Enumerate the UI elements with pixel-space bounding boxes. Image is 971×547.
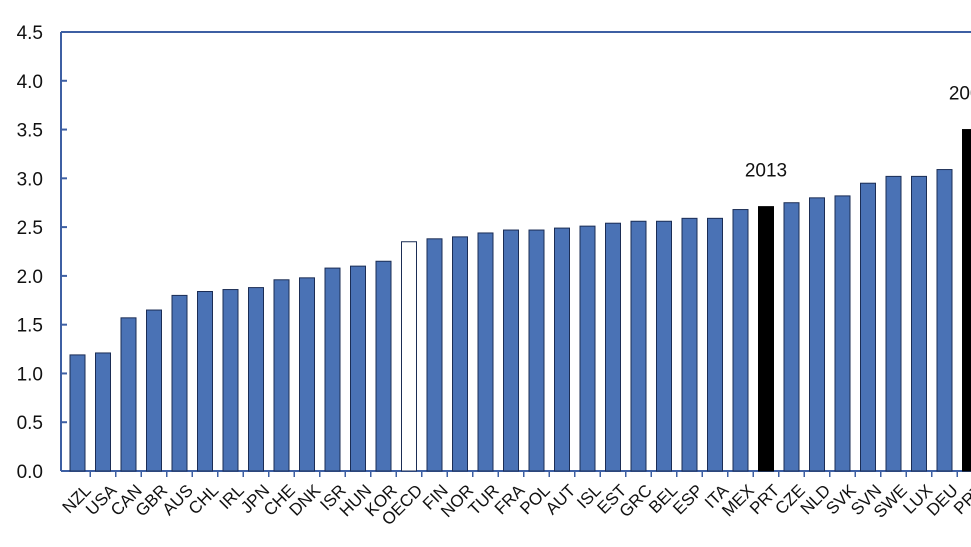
bar-bel <box>656 220 672 472</box>
bar-irl <box>222 289 239 472</box>
bar-nld <box>809 197 825 472</box>
bar-chl <box>197 290 213 472</box>
bar-dnk <box>299 277 315 472</box>
bar-kor <box>375 260 392 472</box>
bar-ita <box>707 217 723 472</box>
bars <box>69 129 971 472</box>
y-tick-label: 3.5 <box>17 121 43 142</box>
bar-oecd <box>401 241 417 472</box>
bar-gbr <box>146 309 162 472</box>
bar-est <box>605 222 621 472</box>
bar-nzl <box>69 354 86 472</box>
bar-fin <box>426 238 443 472</box>
bar-che <box>273 279 290 472</box>
bar-isl <box>579 225 596 472</box>
bar-prt-2008 <box>962 129 971 472</box>
bar-isr <box>324 267 341 472</box>
bar-swe <box>885 175 902 472</box>
x-axis-labels: NZLUSACANGBRAUSCHLIRLJPNCHEDNKISRHUNKORO… <box>59 471 971 529</box>
bar-hun <box>350 265 366 472</box>
y-tick-label: 1.5 <box>17 316 43 337</box>
bar-cze <box>783 202 800 472</box>
bar-svk <box>834 195 851 472</box>
y-tick-label: 4.5 <box>17 23 43 44</box>
bar-prt <box>758 206 774 472</box>
annotation-2013: 2013 <box>745 161 787 182</box>
bar-pol <box>528 229 545 472</box>
bar-aus <box>171 294 188 472</box>
bar-grc <box>630 220 647 472</box>
bar-mex <box>732 209 749 472</box>
y-tick-label: 2.5 <box>17 218 43 239</box>
bar-svn <box>860 182 876 472</box>
y-tick-label: 3.0 <box>17 169 43 190</box>
annotations: 2013 2008 <box>745 84 971 182</box>
bar-tur <box>477 232 494 472</box>
bar-lux <box>911 175 927 472</box>
y-tick-label: 0.5 <box>17 413 43 434</box>
y-tick-label: 2.0 <box>17 267 43 288</box>
annotation-2008: 2008 <box>949 84 971 105</box>
bar-aut <box>554 227 570 472</box>
y-axis: 0.0 0.5 1.0 1.5 2.0 2.5 3.0 3.5 4.0 4.5 <box>17 23 67 483</box>
bar-deu <box>936 169 953 472</box>
y-tick-label: 0.0 <box>17 462 43 483</box>
bar-can <box>120 317 137 472</box>
bar-nor <box>452 236 468 472</box>
bar-esp <box>681 217 698 472</box>
y-tick-label: 1.0 <box>17 364 43 385</box>
bar-jpn <box>248 287 264 472</box>
bar-fra <box>503 229 519 472</box>
bar-usa <box>95 352 111 472</box>
y-tick-label: 4.0 <box>17 72 43 93</box>
